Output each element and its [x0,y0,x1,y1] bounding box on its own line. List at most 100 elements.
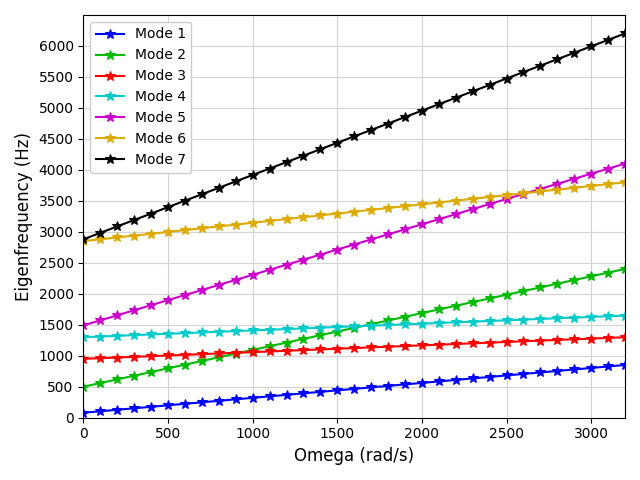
Mode 3 [350,345,358,351]
Mode 1 [283,392,291,398]
Mode 4 [350,324,358,329]
Mode 4 [486,318,493,324]
Mode 7 [435,101,443,107]
Mode 6 [215,224,223,229]
Mode 3 [469,340,477,346]
Mode 4 [418,321,426,326]
Mode 6 [520,191,527,196]
Mode 6 [588,183,595,189]
Mode 5 [418,221,426,227]
Mode 6 [300,215,307,220]
Mode 3 [317,347,324,352]
Mode 6 [384,205,392,211]
Mode 1 [215,398,223,404]
Mode 2 [317,332,324,338]
Mode 1 [249,395,257,401]
Mode 2 [232,351,239,357]
Mode 7 [621,31,629,36]
Mode 5 [401,227,409,232]
Mode 2 [266,343,273,349]
Mode 3 [215,350,223,356]
Mode 2 [588,274,595,279]
Mode 7 [283,159,291,165]
Mode 7 [554,56,561,62]
Line: Mode 5: Mode 5 [79,159,630,330]
Mode 5 [215,282,223,288]
Mode 4 [232,328,239,334]
Mode 6 [554,187,561,192]
Mode 6 [164,229,172,235]
Mode 5 [502,196,510,202]
Mode 6 [283,216,291,222]
Mode 3 [588,336,595,341]
Mode 6 [367,207,375,213]
Mode 5 [79,323,87,328]
Mode 4 [113,333,121,339]
Mode 6 [435,200,443,205]
Mode 1 [181,401,189,407]
Mode 2 [333,329,341,335]
Line: Mode 7: Mode 7 [79,29,630,244]
Mode 7 [520,69,527,75]
Mode 4 [181,330,189,336]
Mode 1 [570,367,578,372]
Mode 4 [502,317,510,323]
Mode 5 [147,302,155,308]
Mode 7 [502,76,510,82]
Mode 2 [79,384,87,390]
Mode 3 [97,355,104,361]
Mode 4 [604,313,612,319]
Mode 1 [502,372,510,378]
Mode 4 [198,330,205,336]
Mode 1 [621,362,629,368]
Mode 1 [300,390,307,396]
Mode 5 [249,272,257,278]
Mode 3 [570,336,578,342]
Mode 1 [469,375,477,381]
Mode 5 [113,312,121,318]
Mode 6 [131,233,138,239]
Mode 6 [350,209,358,215]
Mode 4 [131,332,138,338]
Line: Mode 3: Mode 3 [79,332,630,364]
Mode 3 [401,343,409,349]
Mode 1 [384,383,392,389]
Mode 3 [621,335,629,340]
Mode 4 [97,334,104,339]
Mode 1 [198,399,205,405]
Mode 7 [300,153,307,158]
Mode 3 [367,345,375,350]
Mode 7 [418,108,426,114]
Mode 2 [97,380,104,386]
Mode 5 [570,176,578,181]
Mode 3 [435,342,443,348]
Mode 6 [570,185,578,191]
Mode 3 [79,356,87,362]
Mode 6 [536,189,544,194]
Mode 7 [486,82,493,88]
Mode 6 [249,220,257,226]
Mode 7 [570,50,578,56]
Mode 3 [181,352,189,358]
Mode 5 [621,161,629,167]
Mode 5 [435,216,443,222]
Mode 4 [536,316,544,322]
Mode 5 [198,287,205,293]
Mode 6 [469,196,477,202]
Mode 3 [333,346,341,352]
Mode 1 [317,389,324,395]
Mode 5 [486,201,493,207]
Mode 5 [604,166,612,171]
Mode 1 [452,377,460,383]
Mode 7 [79,237,87,242]
Mode 7 [131,217,138,223]
Mode 1 [350,386,358,392]
Mode 3 [266,348,273,354]
Mode 2 [350,325,358,331]
Mode 3 [113,355,121,360]
X-axis label: Omega (rad/s): Omega (rad/s) [294,447,414,465]
Mode 1 [604,363,612,369]
Mode 3 [164,353,172,359]
Mode 3 [198,351,205,357]
Mode 5 [554,181,561,187]
